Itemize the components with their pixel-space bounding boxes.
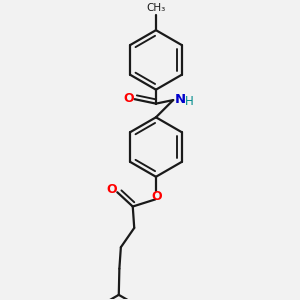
Text: O: O <box>106 183 117 196</box>
Text: N: N <box>174 93 185 106</box>
Text: O: O <box>151 190 162 202</box>
Text: O: O <box>124 92 134 105</box>
Text: H: H <box>184 95 193 108</box>
Text: CH₃: CH₃ <box>146 3 166 13</box>
